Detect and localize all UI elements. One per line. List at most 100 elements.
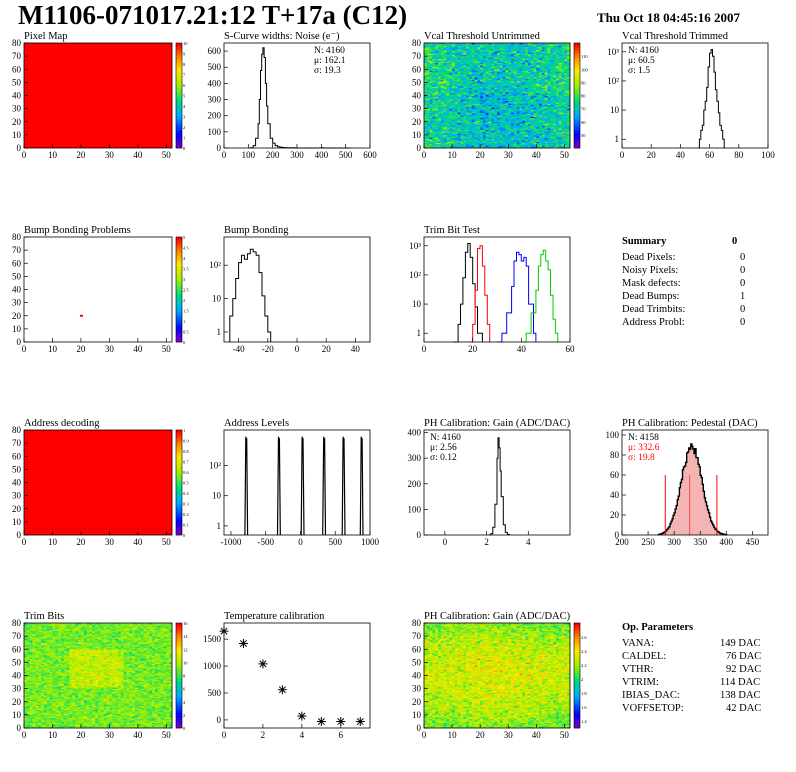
- y-tick-label: 300: [208, 95, 222, 105]
- heatmap-cell: [539, 90, 543, 92]
- heatmap-cell: [502, 64, 506, 66]
- heatmap-cell: [522, 83, 526, 86]
- heatmap-cell: [457, 123, 461, 125]
- heatmap-cell: [558, 113, 562, 116]
- heatmap-cell: [544, 52, 548, 54]
- heatmap-cell: [460, 54, 464, 57]
- heatmap-cell: [426, 121, 430, 124]
- heatmap-cell: [497, 99, 501, 102]
- heatmap-cell: [463, 73, 467, 75]
- heatmap-cell: [558, 66, 562, 69]
- heatmap-cell: [555, 67, 560, 70]
- heatmap-cell: [491, 137, 495, 140]
- heatmap-cell: [497, 141, 501, 144]
- heatmap-cell: [533, 123, 537, 125]
- heatmap-cell: [561, 127, 565, 129]
- colorbar-segment: [176, 286, 182, 290]
- heatmap-cell: [471, 43, 475, 45]
- heatmap-cell: [505, 108, 509, 111]
- heatmap-cell: [440, 92, 444, 95]
- heatmap-cell: [525, 81, 529, 83]
- heatmap-cell: [474, 61, 478, 63]
- heatmap-cell: [471, 56, 475, 58]
- heatmap-cell: [429, 60, 433, 62]
- heatmap-cell: [488, 116, 492, 119]
- heatmap-cell: [449, 98, 453, 100]
- heatmap-cell: [547, 146, 551, 149]
- heatmap-cell: [505, 65, 509, 67]
- colorbar-tick-label: 0.7: [183, 460, 189, 465]
- heatmap-cell: [547, 100, 551, 103]
- heatmap-cell: [452, 128, 456, 130]
- heatmap-cell: [541, 58, 546, 61]
- heatmap-cell: [513, 99, 517, 102]
- heatmap-cell: [449, 121, 453, 124]
- heatmap-cell: [536, 120, 540, 123]
- heatmap-cell: [440, 145, 444, 147]
- heatmap-cell: [460, 134, 464, 137]
- heatmap-cell: [474, 52, 478, 54]
- heatmap-cell: [454, 103, 458, 105]
- heatmap-cell: [547, 116, 551, 119]
- heatmap-cell: [485, 109, 489, 112]
- heatmap-cell: [454, 98, 458, 100]
- colorbar-segment: [176, 331, 182, 335]
- heatmap-cell: [508, 132, 512, 134]
- heatmap-cell: [561, 83, 565, 86]
- heatmap-cell: [477, 50, 481, 53]
- heatmap-cell: [555, 121, 560, 124]
- heatmap-cell: [438, 145, 442, 147]
- heatmap-cell: [435, 103, 439, 105]
- heatmap-cell: [429, 142, 433, 145]
- heatmap-cell: [457, 52, 461, 54]
- heatmap-cell: [519, 43, 523, 45]
- heatmap-cell: [502, 52, 506, 54]
- heatmap-cell: [463, 50, 467, 53]
- heatmap-cell: [564, 138, 568, 141]
- heatmap-cell: [522, 98, 526, 100]
- heatmap-cell: [446, 121, 450, 124]
- heatmap-cell: [567, 74, 571, 77]
- heatmap-cell: [558, 116, 562, 119]
- histogram-line: [521, 249, 559, 343]
- heatmap-cell: [530, 65, 534, 67]
- heatmap-cell: [454, 77, 458, 79]
- heatmap-cell: [558, 137, 562, 140]
- heatmap-cell: [541, 46, 546, 49]
- heatmap-cell: [446, 73, 450, 75]
- heatmap-cell: [516, 120, 520, 123]
- heatmap-cell: [477, 146, 481, 149]
- heatmap-cell: [449, 144, 453, 146]
- heatmap-cell: [497, 112, 501, 115]
- heatmap-cell: [567, 57, 571, 60]
- heatmap-cell: [477, 92, 481, 95]
- heatmap-cell: [553, 64, 557, 66]
- heatmap-cell: [466, 120, 470, 123]
- heatmap-cell: [466, 144, 470, 146]
- heatmap-cell: [530, 138, 534, 141]
- heatmap-cell: [429, 64, 433, 66]
- heatmap-cell: [499, 116, 503, 119]
- y-tick-label: 10²: [209, 461, 221, 471]
- heatmap-cell: [502, 102, 506, 104]
- heatmap-cell: [508, 73, 512, 75]
- heatmap-cell: [555, 146, 560, 149]
- heatmap-cell: [435, 108, 439, 111]
- x-tick-label: 600: [363, 150, 377, 160]
- heatmap-cell: [502, 107, 506, 109]
- heatmap-cell: [502, 86, 506, 88]
- heatmap-cell: [499, 83, 503, 86]
- heatmap-cell: [424, 98, 428, 100]
- heatmap-cell: [539, 144, 543, 146]
- heatmap-cell: [446, 144, 450, 146]
- heatmap-cell: [449, 120, 453, 123]
- heatmap-cell: [550, 66, 554, 69]
- heatmap-cell: [477, 109, 481, 112]
- heatmap-cell: [426, 113, 430, 116]
- heatmap-cell: [482, 98, 487, 100]
- stats-line: σ: 0.12: [430, 453, 457, 463]
- heatmap-cell: [440, 49, 444, 52]
- heatmap-cell: [466, 43, 470, 45]
- heatmap-cell: [452, 69, 456, 71]
- heatmap-cell: [471, 100, 475, 103]
